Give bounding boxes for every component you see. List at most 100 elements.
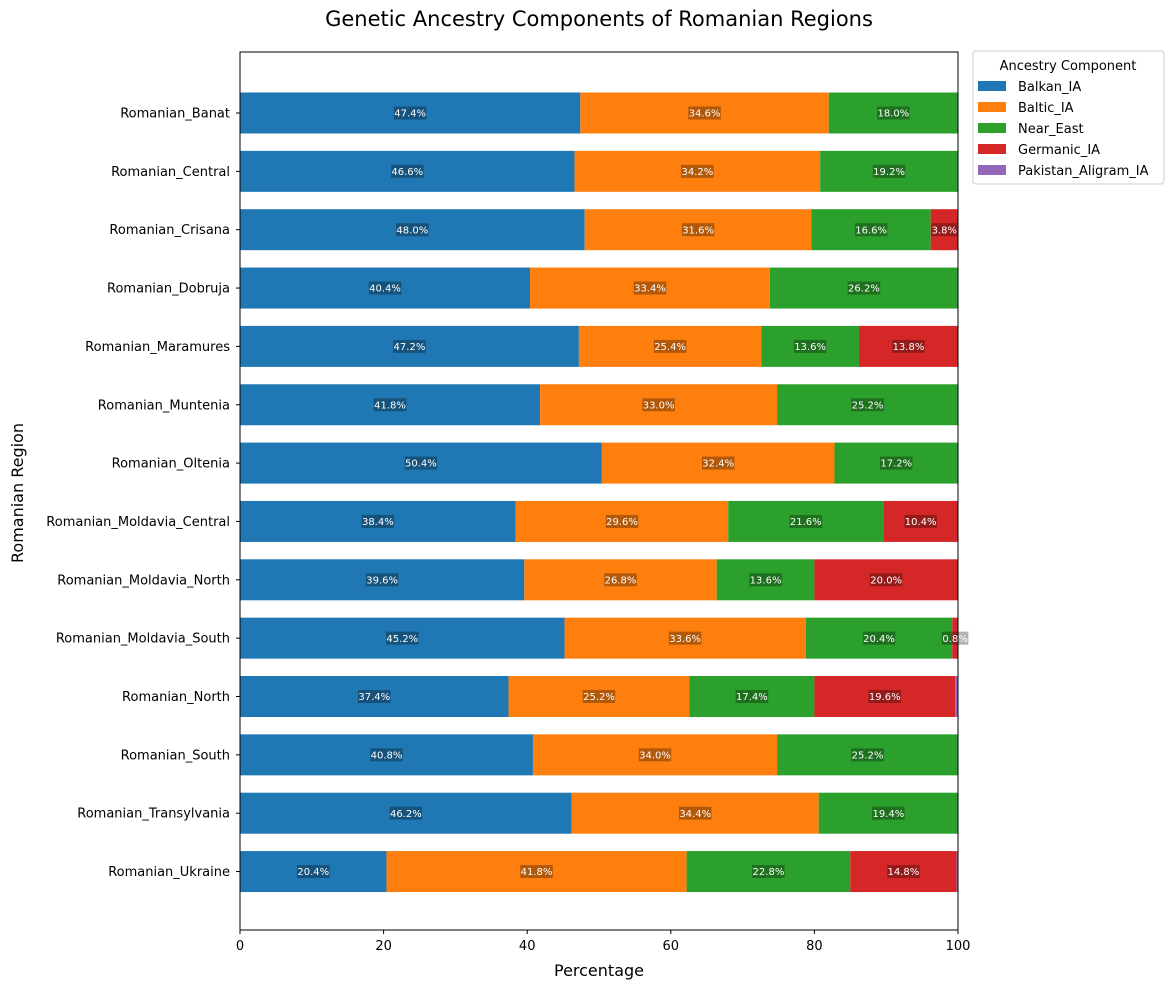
x-tick-label: 80 [806,939,823,954]
bar-value-label: 3.8% [932,225,957,236]
bar-romanian-oltenia-balkan-ia [240,442,602,484]
bar-romanian-north-near-east [689,676,815,717]
bar-label-bg [688,106,721,120]
bar-value-label: 17.2% [880,459,912,470]
bar-romanian-south-balkan-ia [240,734,533,776]
y-tick-label: Romanian_Ukraine [108,865,230,880]
bar-label-bg [851,398,884,412]
bar-label-bg [604,573,637,587]
bar-romanian-moldavia-south-near-east [805,617,953,659]
bar-value-label: 34.0% [639,750,671,761]
bar-romanian-north-pakistan-aligram-ia [955,676,958,717]
bar-label-bg [404,456,438,470]
bar-romanian-moldavia-central-germanic-ia [883,500,958,542]
y-tick-label: Romanian_Transylvania [77,807,230,822]
bar-value-label: 14.8% [888,867,920,878]
y-tick-label: Romanian_Moldavia_Central [46,515,230,530]
bar-romanian-muntenia-near-east [777,384,958,426]
bar-romanian-crisana-balkan-ia [240,209,585,251]
bar-value-label: 13.6% [794,342,826,353]
bar-label-bg [582,690,616,703]
bar-value-label: 48.0% [396,225,428,236]
bar-romanian-ukraine-near-east [686,851,851,893]
bar-value-label: 13.6% [750,575,782,586]
bar-value-label: 20.4% [297,867,329,878]
legend-swatch [978,165,1006,175]
bar-romanian-oltenia-baltic-ia [601,442,835,484]
x-tick-label: 60 [663,939,680,954]
bar-label-bg [847,281,881,295]
bar-value-label: 18.0% [877,109,909,120]
bar-label-bg [869,573,903,587]
bar-romanian-transylvania-balkan-ia [240,792,572,834]
bar-label-bg [752,865,785,879]
bar-romanian-dobruja-balkan-ia [240,267,531,309]
bar-romanian-moldavia-south-germanic-ia [952,617,958,659]
bar-romanian-moldavia-north-germanic-ia [814,559,958,601]
bar-label-bg [396,223,429,237]
bar-label-bg [373,398,407,412]
bar-label-bg [904,514,937,528]
bar-label-bg [520,865,553,879]
bar-romanian-moldavia-central-balkan-ia [240,500,516,542]
y-tick-label: Romanian_Moldavia_North [57,573,230,588]
bar-value-label: 41.8% [374,400,406,411]
legend-label: Baltic_IA [1018,101,1074,116]
bar-romanian-moldavia-south-balkan-ia [240,617,565,659]
bar-label-bg [668,631,702,645]
y-tick-label: Romanian_North [122,690,230,705]
legend-label: Balkan_IA [1018,80,1081,95]
bar-value-label: 39.6% [366,575,398,586]
bar-value-label: 40.8% [371,750,403,761]
bar-label-bg [749,573,782,587]
bar-value-label: 20.0% [870,575,902,586]
x-tick-label: 20 [375,939,392,954]
bar-value-label: 10.4% [905,517,937,528]
bar-label-bg [681,223,715,237]
bar-label-bg [386,631,419,645]
bar-value-label: 19.2% [873,167,905,178]
bar-romanian-transylvania-baltic-ia [571,792,819,834]
bar-label-bg [389,806,423,820]
bar-romanian-crisana-near-east [811,209,931,251]
x-tick-label: 100 [946,939,971,954]
bar-label-bg [701,456,735,470]
bar-label-bg [872,164,906,178]
bar-value-label: 37.4% [358,692,390,703]
x-tick-label: 0 [236,939,244,954]
bar-value-label: 34.4% [679,809,711,820]
bar-value-label: 47.2% [394,342,426,353]
bar-label-bg [393,339,426,353]
bar-label-bg [851,748,884,762]
bar-romanian-moldavia-central-baltic-ia [515,500,729,542]
bar-value-label: 50.4% [405,459,437,470]
y-tick-label: Romanian_Oltenia [112,457,230,472]
bar-label-bg [789,514,823,528]
bar-label-bg [735,690,769,703]
bar-romanian-moldavia-north-near-east [716,559,815,601]
bar-label-bg [605,514,639,528]
bar-value-label: 32.4% [702,459,734,470]
bar-romanian-maramures-near-east [761,325,859,367]
legend-label: Germanic_IA [1018,143,1100,158]
bar-label-bg [887,865,920,879]
bar-romanian-muntenia-baltic-ia [540,384,778,426]
bar-value-label: 38.4% [362,517,394,528]
legend-label: Near_East [1018,122,1084,137]
bar-value-label: 41.8% [521,867,553,878]
bar-romanian-ukraine-balkan-ia [240,851,387,893]
legend-title: Ancestry Component [1000,59,1137,74]
bar-romanian-maramures-germanic-ia [858,325,958,367]
bar-romanian-transylvania-near-east [818,792,958,834]
bar-label-bg [880,456,913,470]
bar-label-bg [941,631,969,645]
bar-label-bg [391,164,424,178]
bar-label-bg [361,514,395,528]
legend-swatch [978,102,1006,112]
chart-title: Genetic Ancestry Components of Romanian … [325,7,873,31]
bar-label-bg [638,748,672,762]
bar-romanian-maramures-baltic-ia [578,325,762,367]
legend-swatch [978,123,1006,133]
y-tick-label: Romanian_Maramures [85,340,230,355]
bar-value-label: 20.4% [863,634,895,645]
